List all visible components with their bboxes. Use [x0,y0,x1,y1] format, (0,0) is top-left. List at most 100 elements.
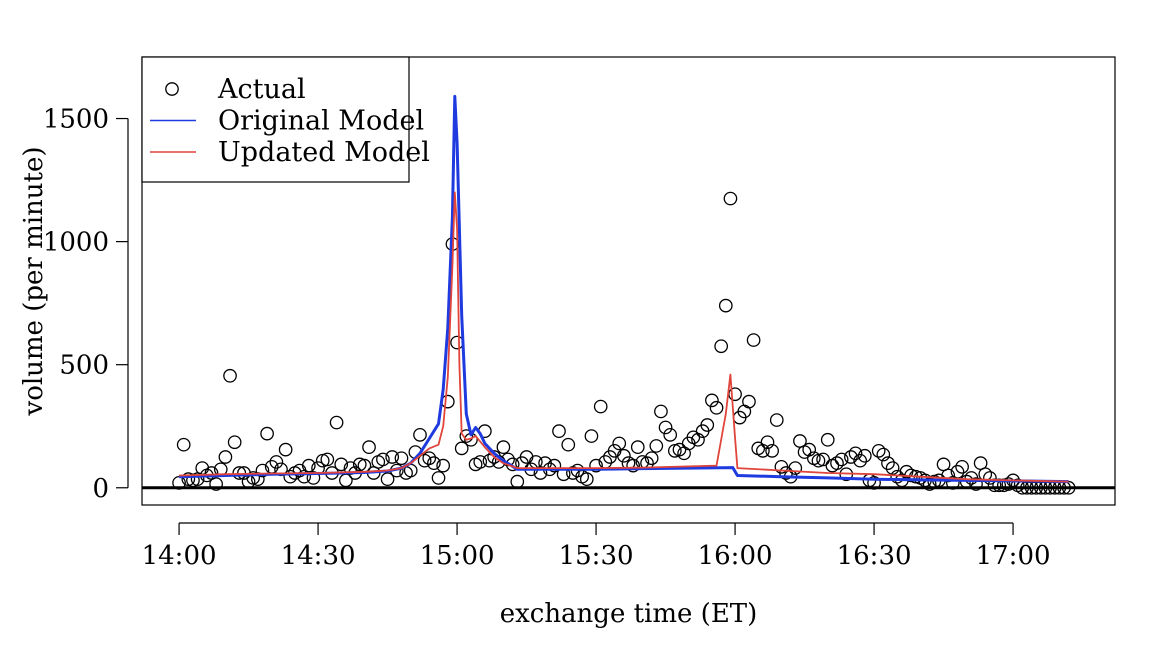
actual-point [278,442,293,457]
actual-point [788,461,803,475]
actual-point [593,399,608,414]
x-tick-label: 15:30 [559,541,634,571]
actual-point [552,424,566,439]
actual-point [983,471,997,485]
actual-point [830,456,844,471]
actual-point [760,435,775,450]
actual-point [834,452,849,467]
actual-point [422,451,437,466]
x-tick-label: 14:00 [142,541,217,571]
actual-point [844,450,858,464]
actual-point [561,437,576,452]
actual-point [746,333,761,347]
actual-point [172,475,186,490]
actual-point [816,452,830,467]
actual-point [255,463,270,478]
actual-point [579,472,594,487]
y-axis-title: volume (per minute) [19,146,49,416]
x-tick-label: 16:00 [698,541,773,571]
y-tick-label: 1500 [43,105,109,135]
legend-label: Actual [217,74,306,105]
y-tick-label: 1000 [43,228,109,258]
actual-point [454,441,469,456]
actual-point [630,440,645,455]
actual-point [413,427,427,442]
actual-point [394,451,409,466]
x-tick-label: 17:00 [976,541,1051,571]
actual-point [700,418,715,432]
actual-point [876,447,891,462]
series-layer [172,94,1076,495]
actual-point [427,456,441,471]
x-tick-label: 15:00 [420,541,495,571]
actual-point [654,404,668,419]
actual-point [765,443,779,458]
actual-point [705,393,719,408]
actual-point [510,474,525,489]
actual-point [992,478,1007,493]
x-tick-label: 16:30 [837,541,912,571]
actual-point [626,458,640,473]
actual-point [802,442,817,457]
actual-point [672,442,687,457]
actual-point [283,469,298,484]
actual-point [482,453,497,468]
actual-point [589,458,603,473]
actual-point [714,339,729,354]
actual-point [617,448,631,463]
legend-label: Updated Model [218,137,430,168]
legend-symbol-actual [165,82,179,96]
actual-point [584,429,599,443]
actual-point [955,459,969,474]
actual-point [853,453,868,468]
x-tick-label: 14:30 [281,541,356,571]
actual-point [376,452,390,467]
actual-point [663,427,678,442]
actual-point [644,451,659,466]
actual-point [195,461,210,475]
legend-label: Original Model [218,106,424,137]
actual-point [176,437,191,452]
actual-point [848,446,863,461]
y-tick-label: 0 [92,474,109,504]
actual-point [459,429,474,443]
actual-point [334,457,349,472]
actual-point [473,455,488,469]
actual-point [881,456,895,471]
actual-point [871,443,886,458]
actual-point [227,435,242,450]
actual-point [820,432,835,447]
actual-point [547,458,562,473]
actual-point [223,368,237,383]
actual-point [658,420,673,435]
series-actual [172,191,1076,495]
actual-point [969,477,983,491]
actual-point [612,436,627,451]
actual-point [756,443,770,458]
actual-point [691,432,705,447]
plot-frame [141,56,1116,506]
actual-point [301,458,316,473]
legend-box [141,56,410,183]
actual-point [436,458,451,473]
actual-point [718,298,733,313]
actual-point [431,471,446,485]
y-tick-label: 500 [59,351,109,381]
actual-point [218,450,233,464]
actual-point [709,400,724,415]
actual-point [857,448,872,463]
actual-point [260,426,274,441]
actual-point [769,413,784,427]
actual-point [723,191,738,206]
actual-point [496,440,511,455]
actual-point [209,477,223,491]
actual-point [380,472,395,487]
actual-point [385,450,400,464]
actual-point [362,440,376,455]
series-updated-model-line [179,191,1069,483]
actual-point [867,475,881,490]
x-axis-title: exchange time (ET) [500,599,758,629]
actual-point [320,452,335,467]
